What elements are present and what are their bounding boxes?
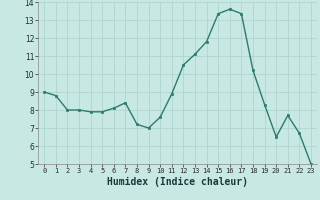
X-axis label: Humidex (Indice chaleur): Humidex (Indice chaleur) bbox=[107, 177, 248, 187]
